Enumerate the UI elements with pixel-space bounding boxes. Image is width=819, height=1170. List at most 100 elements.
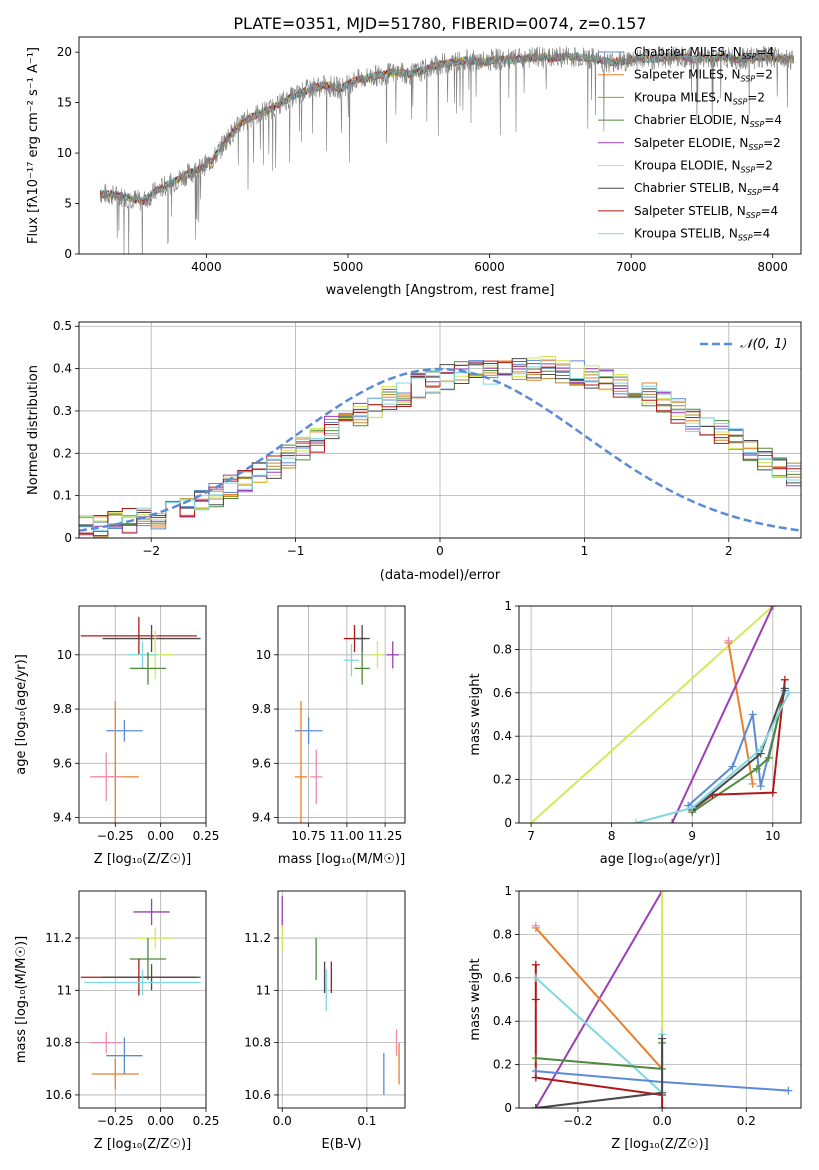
- y-tick-label: 1: [504, 599, 512, 613]
- axes-frame: [78, 321, 802, 539]
- x-tick-label: 0.0: [273, 1114, 292, 1128]
- mass_vs_Z-points: [80, 898, 201, 1090]
- residual-histograms: [79, 355, 801, 538]
- y-tick-label: 5: [64, 197, 72, 211]
- x-axis-label: E(B-V): [321, 1137, 361, 1152]
- x-tick-label: 2: [725, 544, 733, 558]
- mass-weight-marker: [748, 710, 757, 719]
- y-tick-label: 0.5: [53, 319, 72, 333]
- gaussian-curve: [79, 367, 801, 532]
- mass-weight-marker: [658, 1104, 667, 1108]
- x-tick-label: 0.00: [147, 829, 174, 843]
- mass-weight-line: [691, 688, 786, 813]
- y-tick-label: 0.2: [493, 1058, 512, 1072]
- y-tick-label: 20: [57, 45, 72, 59]
- legend-entry: Chabrier ELODIE, NSSP=4: [634, 113, 782, 129]
- x-tick-label: 0.0: [653, 1114, 672, 1128]
- mass-weight-marker: [527, 819, 536, 823]
- legend-entry: 𝒩(0, 1): [740, 337, 787, 352]
- y-tick-label: 10.8: [45, 1036, 72, 1050]
- y-tick-label: 0.1: [53, 489, 72, 503]
- y-tick-label: 0: [504, 816, 512, 830]
- mass-weight-marker: [756, 782, 765, 791]
- x-tick-label: 1: [581, 544, 589, 558]
- x-axis-label: mass [log₁₀(M/M☉)]: [278, 852, 405, 867]
- y-tick-label: 0.6: [493, 971, 512, 985]
- mass-weight-marker: [531, 1067, 540, 1076]
- legend-entry: Salpeter ELODIE, NSSP=2: [634, 136, 781, 152]
- y-tick-label: 0.4: [493, 1014, 512, 1028]
- mass-weight-marker: [748, 779, 757, 788]
- mass-weight-marker: [688, 803, 697, 812]
- x-tick-label: 0.00: [147, 1114, 174, 1128]
- mass_vs_ebv-points: [281, 896, 400, 1095]
- x-tick-label: −0.25: [97, 1114, 134, 1128]
- mass-weight-marker: [531, 973, 540, 982]
- x-axis-label: Z [log₁₀(Z/Z☉)]: [94, 852, 191, 867]
- y-tick-label: 9.4: [252, 811, 271, 825]
- x-tick-label: 11.00: [330, 829, 364, 843]
- mass-weight-marker: [531, 1054, 540, 1063]
- mass-weight-marker: [768, 606, 777, 610]
- x-axis-label: Z [log₁₀(Z/Z☉)]: [611, 1137, 708, 1152]
- y-tick-label: 10: [57, 146, 72, 160]
- y-tick-label: 0.8: [493, 642, 512, 656]
- mass-weight-marker: [784, 1086, 793, 1095]
- x-axis-label: Z [log₁₀(Z/Z☉)]: [94, 1137, 191, 1152]
- x-tick-label: −2: [142, 544, 160, 558]
- legend-entry: Kroupa MILES, NSSP=2: [634, 90, 765, 106]
- x-tick-label: 0.25: [193, 829, 220, 843]
- y-tick-label: 9.8: [53, 702, 72, 716]
- legend-entry: Kroupa ELODIE, NSSP=2: [634, 159, 773, 175]
- x-tick-label: 0: [436, 544, 444, 558]
- x-axis-label: (data-model)/error: [380, 568, 501, 583]
- mass-weight-line: [530, 606, 774, 823]
- x-tick-label: 5000: [333, 260, 364, 274]
- age_vs_Z-points: [80, 616, 201, 823]
- legend-entry: Salpeter STELIB, NSSP=4: [634, 204, 778, 220]
- mass-weight-line: [535, 927, 663, 1070]
- y-tick-label: 9.6: [252, 756, 271, 770]
- y-axis-label: mass weight: [468, 958, 483, 1040]
- age_vs_mass-axes: 10.75 11.00 11.25 9.4 9.6 9.8 10: [252, 606, 405, 843]
- y-axis-label: mass [log₁₀(M/M☉)]: [14, 936, 29, 1063]
- legend-entry: Kroupa STELIB, NSSP=4: [634, 227, 770, 243]
- y-tick-label: 9.4: [53, 811, 72, 825]
- axes-frame: [518, 890, 802, 1109]
- x-tick-label: 10: [765, 829, 780, 843]
- mass-weight-marker: [531, 960, 540, 969]
- y-tick-label: 0: [64, 247, 72, 261]
- mass-weight-marker: [531, 1104, 540, 1108]
- y-tick-label: 0: [504, 1101, 512, 1115]
- y-tick-label: 15: [57, 96, 72, 110]
- mass-weight-marker: [531, 995, 540, 1004]
- y-tick-label: 10: [57, 648, 72, 662]
- axes-frame: [78, 36, 802, 255]
- y-axis-label: mass weight: [468, 673, 483, 755]
- mass-weight-marker: [631, 819, 640, 823]
- y-tick-label: 0.2: [53, 446, 72, 460]
- y-tick-label: 11: [57, 983, 72, 997]
- y-tick-label: 0.2: [493, 773, 512, 787]
- histogram-step: [79, 359, 801, 538]
- mass-weight-line: [635, 692, 790, 823]
- y-tick-label: 10.6: [45, 1088, 72, 1102]
- y-tick-label: 0.4: [493, 729, 512, 743]
- x-axis-label: wavelength [Angstrom, rest frame]: [326, 283, 555, 298]
- mass-weight-marker: [658, 891, 667, 895]
- y-tick-label: 0.3: [53, 404, 72, 418]
- x-tick-label: 8000: [757, 260, 788, 274]
- y-tick-label: 0.4: [53, 362, 72, 376]
- x-tick-label: 0.1: [357, 1114, 376, 1128]
- y-axis-label: Flux [fλ10⁻¹⁷ erg cm⁻² s⁻¹ A⁻¹]: [26, 47, 41, 244]
- y-tick-label: 0.8: [493, 927, 512, 941]
- mass-weight-marker: [752, 764, 761, 773]
- y-axis-label: Normed distribution: [26, 365, 41, 495]
- axes-frame: [78, 890, 207, 1109]
- y-tick-label: 10.8: [244, 1036, 271, 1050]
- x-tick-label: −0.2: [563, 1114, 592, 1128]
- mass-weight-marker: [724, 636, 733, 645]
- mass-weight-marker: [784, 688, 793, 697]
- y-tick-label: 11: [256, 983, 271, 997]
